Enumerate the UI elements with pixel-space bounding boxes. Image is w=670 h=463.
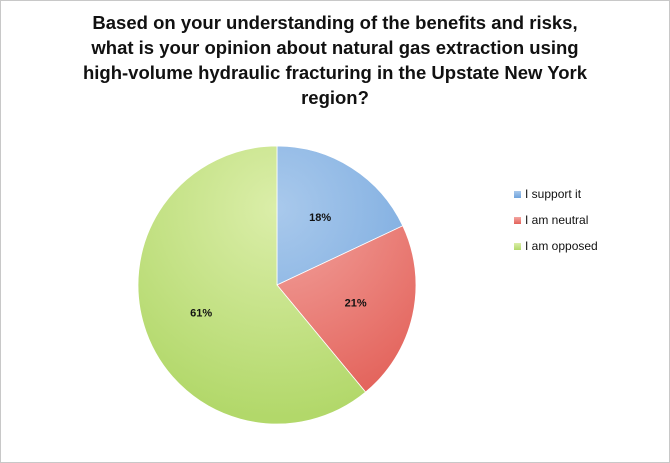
pie-slice-neutral [276, 225, 417, 393]
chart-title-line-1: Based on your understanding of the benef… [92, 12, 578, 33]
legend-swatch-neutral [514, 216, 521, 224]
chart-legend: I support it I am neutral I am opposed [514, 181, 598, 259]
legend-item-opposed: I am opposed [514, 233, 598, 259]
pie-slice-labels: 18% 21% 61% [190, 212, 367, 319]
slice-label-neutral: 21% [345, 298, 367, 310]
legend-swatch-opposed [514, 242, 521, 250]
legend-label-support: I support it [525, 187, 582, 201]
chart-title-line-2: what is your opinion about natural gas e… [91, 37, 579, 58]
pie-slices [137, 145, 417, 425]
chart-title: Based on your understanding of the benef… [0, 10, 670, 110]
legend-item-support: I support it [514, 181, 598, 207]
legend-swatch-support [514, 190, 521, 198]
chart-title-line-4: region? [301, 87, 369, 108]
slice-label-opposed: 61% [190, 307, 212, 319]
legend-label-opposed: I am opposed [525, 239, 598, 253]
legend-label-neutral: I am neutral [525, 213, 589, 227]
chart-title-line-3: high-volume hydraulic fracturing in the … [82, 62, 588, 83]
slice-label-support: 18% [309, 212, 331, 224]
pie-slice-opposed [137, 145, 367, 425]
legend-item-neutral: I am neutral [514, 207, 598, 233]
pie-slice-support [276, 145, 404, 286]
